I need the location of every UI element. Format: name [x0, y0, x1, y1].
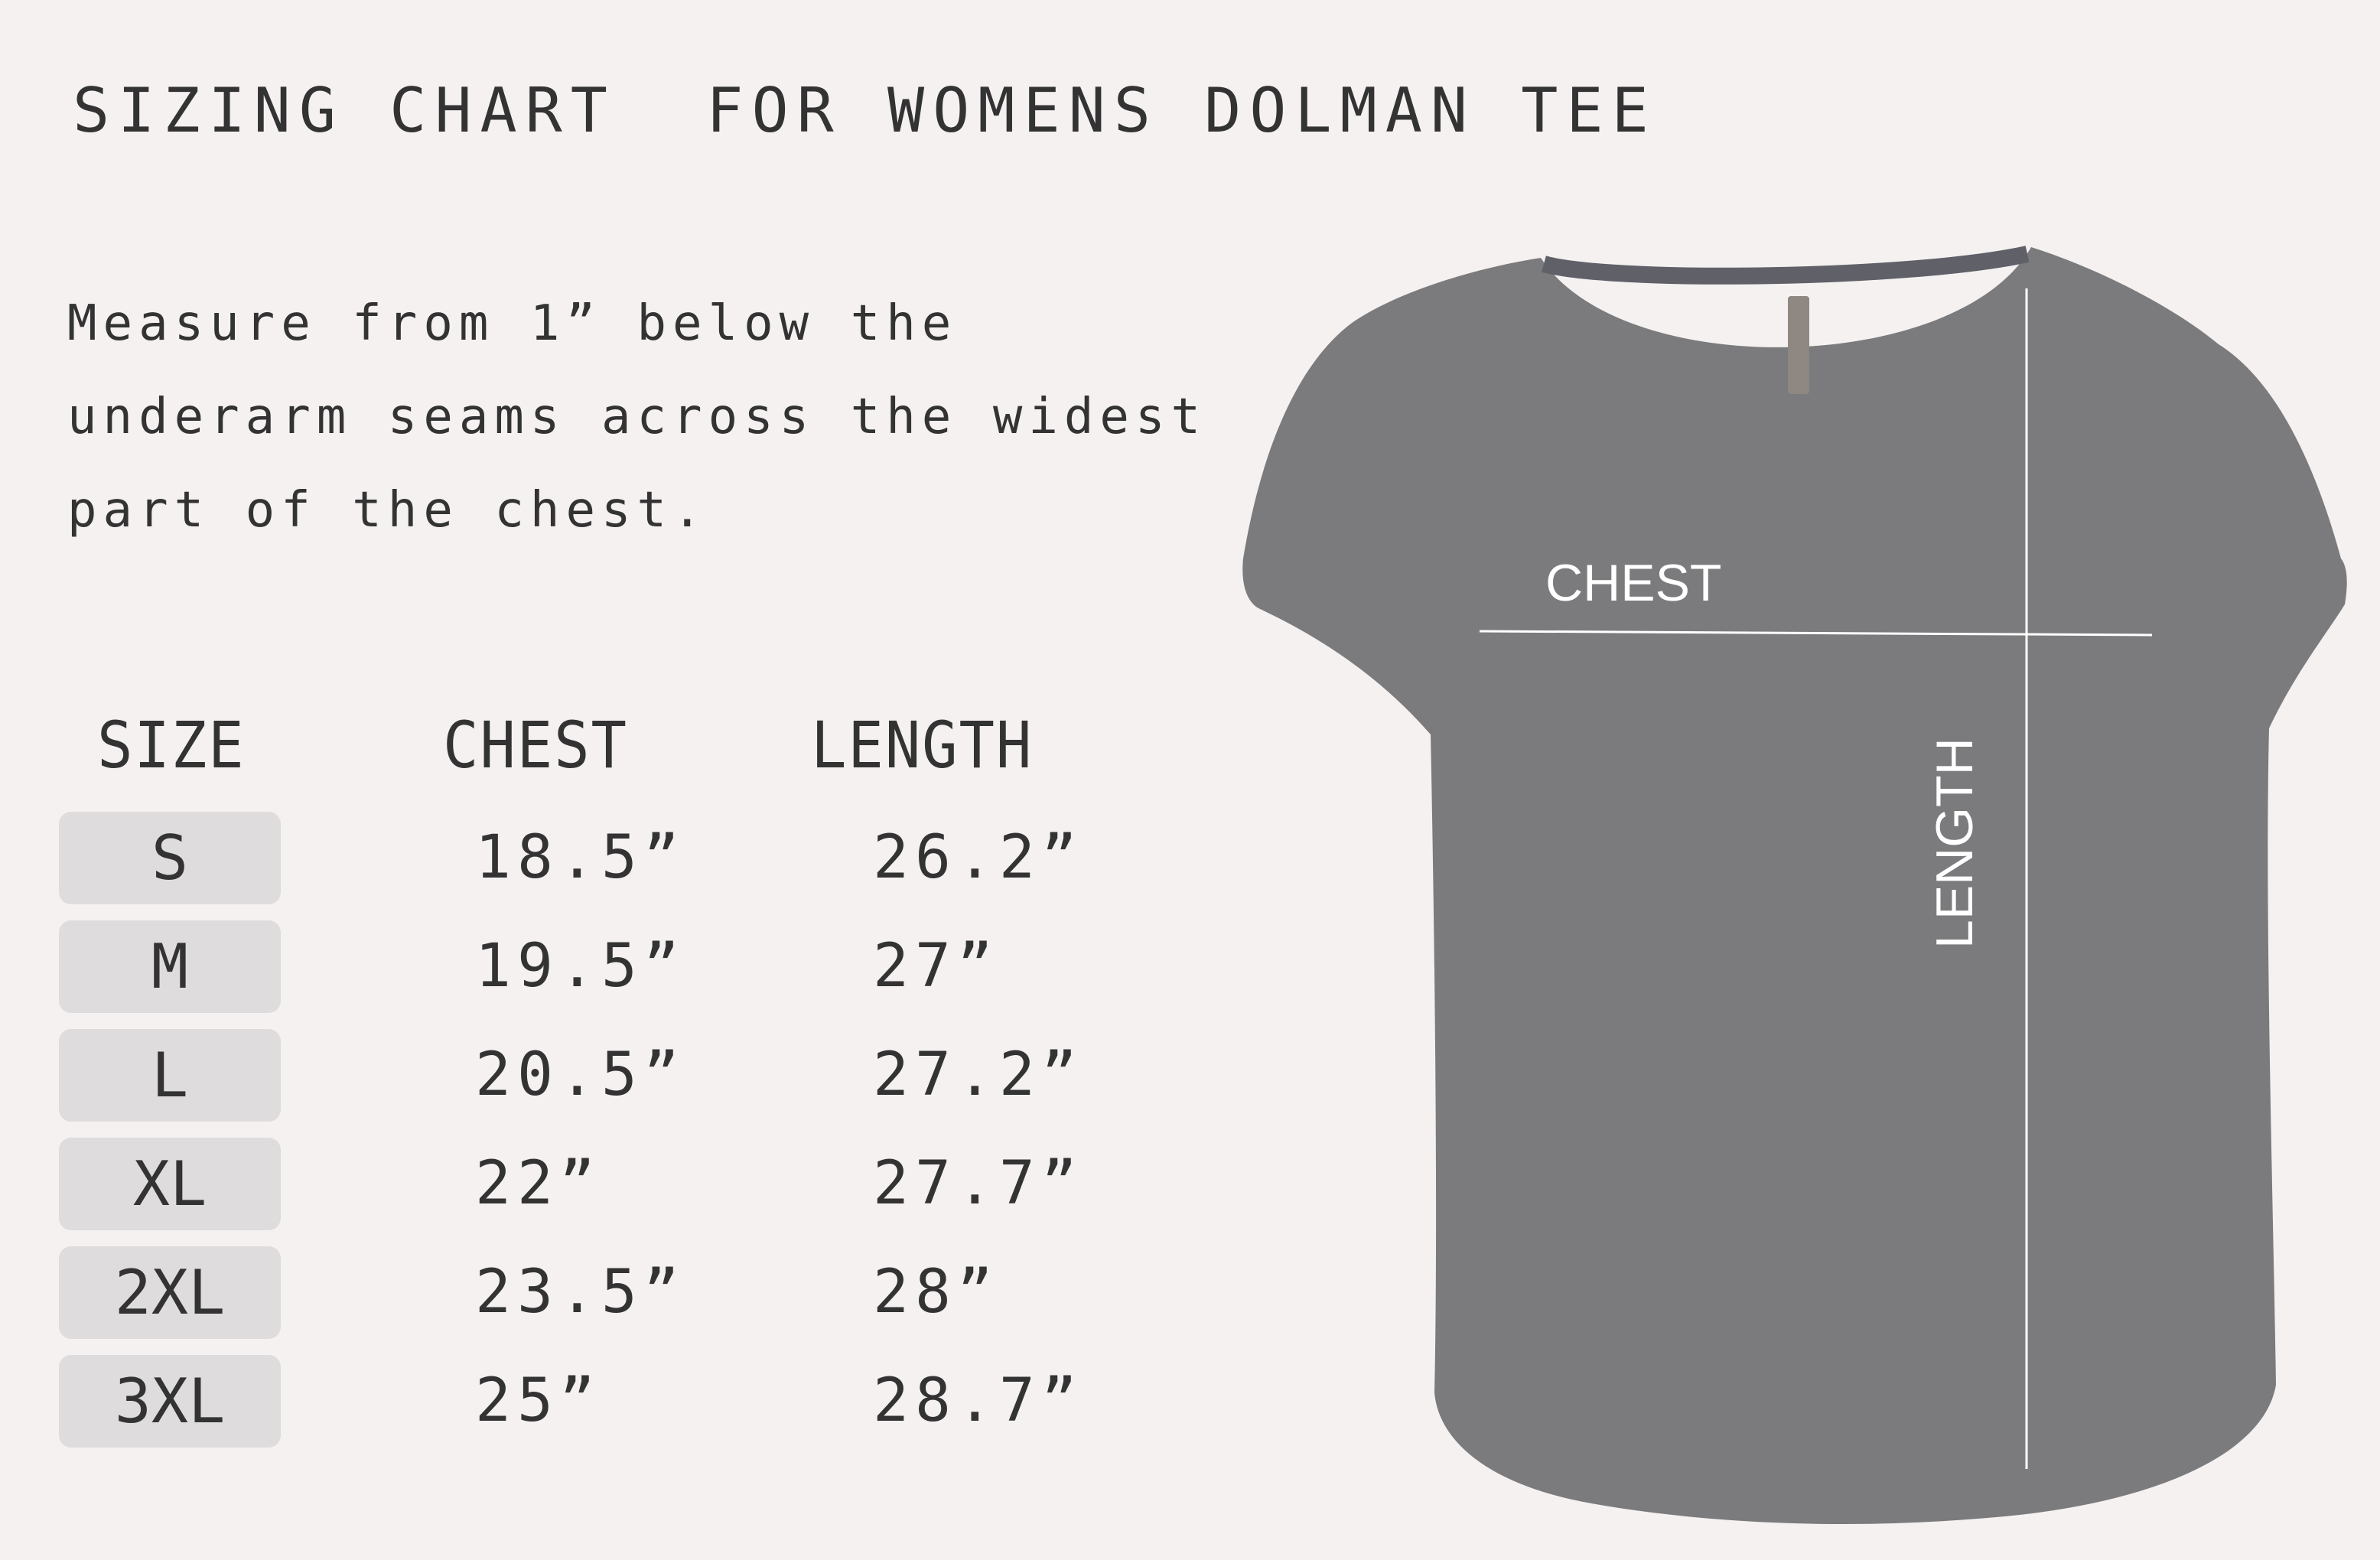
length-label: LENGTH — [1926, 738, 1984, 949]
page-title: SIZING CHART FOR WOMENS DOLMAN TEE — [73, 75, 1657, 146]
collar — [1542, 246, 2030, 285]
header-size: SIZE — [97, 708, 246, 783]
length-value: 28.7” — [873, 1366, 1083, 1435]
length-value: 27” — [873, 932, 999, 1001]
header-chest: CHEST — [443, 708, 628, 783]
chest-label: CHEST — [1545, 554, 1721, 612]
instruction-line: part of the chest. — [67, 482, 708, 539]
neck-tag — [1788, 296, 1809, 394]
size-badge-xl: XL — [59, 1138, 281, 1230]
size-label: 2XL — [114, 1257, 226, 1328]
size-label: 3XL — [114, 1366, 226, 1437]
chest-value: 19.5” — [475, 932, 685, 1001]
length-value: 28” — [873, 1258, 999, 1327]
measure-instructions: Measure from 1” below the underarm seams… — [67, 277, 1261, 557]
size-label: XL — [132, 1148, 207, 1220]
chest-measure-line — [1479, 630, 2153, 637]
length-value: 26.2” — [873, 823, 1083, 892]
size-label: S — [151, 822, 189, 894]
chest-value: 23.5” — [475, 1258, 685, 1327]
size-badge-s: S — [59, 812, 281, 904]
chest-value: 18.5” — [475, 823, 685, 892]
chest-value: 20.5” — [475, 1041, 685, 1109]
instruction-line: Measure from 1” below the — [67, 295, 958, 352]
size-badge-m: M — [59, 920, 281, 1013]
size-badge-2xl: 2XL — [59, 1246, 281, 1339]
chest-value: 25” — [475, 1366, 601, 1435]
size-badge-3xl: 3XL — [59, 1355, 281, 1448]
size-label: L — [151, 1040, 189, 1111]
size-badge-l: L — [59, 1029, 281, 1122]
shirt-image — [1242, 247, 2347, 1524]
header-length: LENGTH — [811, 708, 1034, 783]
length-value: 27.2” — [873, 1041, 1083, 1109]
length-value: 27.7” — [873, 1149, 1083, 1218]
instruction-line: underarm seams across the widest — [67, 389, 1206, 445]
chest-value: 22” — [475, 1149, 601, 1218]
size-label: M — [151, 931, 189, 1002]
